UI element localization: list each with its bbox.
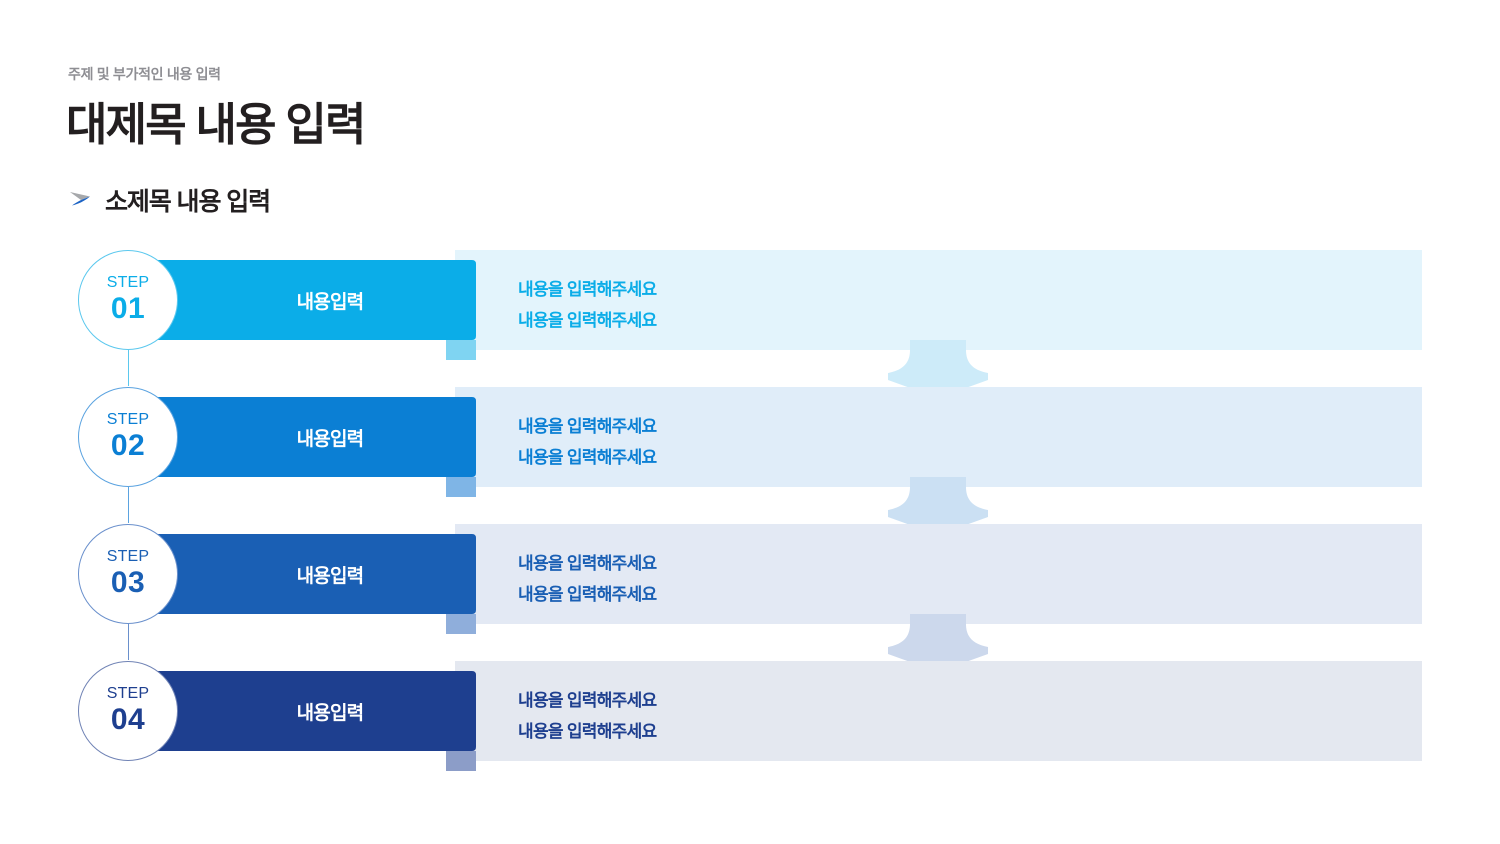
- step-connector-line: [127, 350, 129, 386]
- flow-arrow-icon: [888, 340, 988, 398]
- page-title: 대제목 내용 입력: [66, 99, 366, 150]
- step-row[interactable]: 내용을 입력해주세요 내용을 입력해주세요 내용입력 STEP 04: [0, 661, 1500, 783]
- step-detail-panel: 내용을 입력해주세요 내용을 입력해주세요: [455, 524, 1422, 624]
- step-circle-label: STEP: [106, 684, 150, 702]
- step-detail-line: 내용을 입력해주세요: [518, 691, 657, 710]
- step-circle[interactable]: STEP 03: [78, 524, 178, 624]
- step-detail-panel: 내용을 입력해주세요 내용을 입력해주세요: [455, 250, 1422, 350]
- step-circle-label: STEP: [106, 410, 150, 428]
- step-detail-line: 내용을 입력해주세요: [518, 554, 657, 573]
- bar-tail-icon: [446, 614, 476, 634]
- step-circle-number: 03: [110, 565, 146, 599]
- step-bar-shape: [146, 671, 476, 751]
- step-bar-shape: [146, 260, 476, 340]
- step-bar-label: 내용입력: [296, 702, 365, 724]
- step-bar-shape: [146, 397, 476, 477]
- step-bar-label: 내용입력: [296, 291, 365, 313]
- step-bar-shape: [146, 534, 476, 614]
- step-row[interactable]: 내용을 입력해주세요 내용을 입력해주세요 내용입력 STEP 03: [0, 524, 1500, 660]
- subheading: 소제목 내용 입력: [68, 182, 271, 218]
- step-circle-number: 01: [110, 291, 146, 325]
- flow-arrow-icon: [888, 614, 988, 672]
- step-detail-text: 내용을 입력해주세요 내용을 입력해주세요: [518, 274, 657, 336]
- step-detail-text: 내용을 입력해주세요 내용을 입력해주세요: [518, 548, 657, 610]
- step-row[interactable]: 내용을 입력해주세요 내용을 입력해주세요 내용입력 STEP 01: [0, 250, 1500, 386]
- eyebrow-text: 주제 및 부가적인 내용 입력: [68, 66, 221, 82]
- step-detail-line: 내용을 입력해주세요: [518, 448, 657, 467]
- step-detail-panel: 내용을 입력해주세요 내용을 입력해주세요: [455, 661, 1422, 761]
- step-bar[interactable]: 내용입력: [146, 671, 476, 751]
- step-detail-line: 내용을 입력해주세요: [518, 585, 657, 604]
- step-detail-text: 내용을 입력해주세요 내용을 입력해주세요: [518, 411, 657, 473]
- step-connector-line: [127, 624, 129, 660]
- step-circle[interactable]: STEP 01: [78, 250, 178, 350]
- step-detail-line: 내용을 입력해주세요: [518, 311, 657, 330]
- subheading-label: 소제목 내용 입력: [105, 188, 271, 216]
- step-bar-label: 내용입력: [296, 565, 365, 587]
- step-bar[interactable]: 내용입력: [146, 397, 476, 477]
- bar-tail-icon: [446, 751, 476, 771]
- step-bar[interactable]: 내용입력: [146, 260, 476, 340]
- step-detail-line: 내용을 입력해주세요: [518, 417, 657, 436]
- step-detail-line: 내용을 입력해주세요: [518, 722, 657, 741]
- step-circle-number: 02: [110, 428, 146, 462]
- step-circle-label: STEP: [106, 547, 150, 565]
- bar-tail-icon: [446, 477, 476, 497]
- step-connector-line: [127, 487, 129, 523]
- step-row[interactable]: 내용을 입력해주세요 내용을 입력해주세요 내용입력 STEP 02: [0, 387, 1500, 523]
- step-bar-label: 내용입력: [296, 428, 365, 450]
- step-circle[interactable]: STEP 02: [78, 387, 178, 487]
- bar-tail-icon: [446, 340, 476, 360]
- flow-arrow-icon: [888, 477, 988, 535]
- step-detail-panel: 내용을 입력해주세요 내용을 입력해주세요: [455, 387, 1422, 487]
- step-circle[interactable]: STEP 04: [78, 661, 178, 761]
- step-bar[interactable]: 내용입력: [146, 534, 476, 614]
- step-circle-number: 04: [110, 702, 146, 736]
- step-circle-label: STEP: [106, 273, 150, 291]
- arrow-chevron-icon: [70, 192, 90, 206]
- step-detail-line: 내용을 입력해주세요: [518, 280, 657, 299]
- step-detail-text: 내용을 입력해주세요 내용을 입력해주세요: [518, 685, 657, 747]
